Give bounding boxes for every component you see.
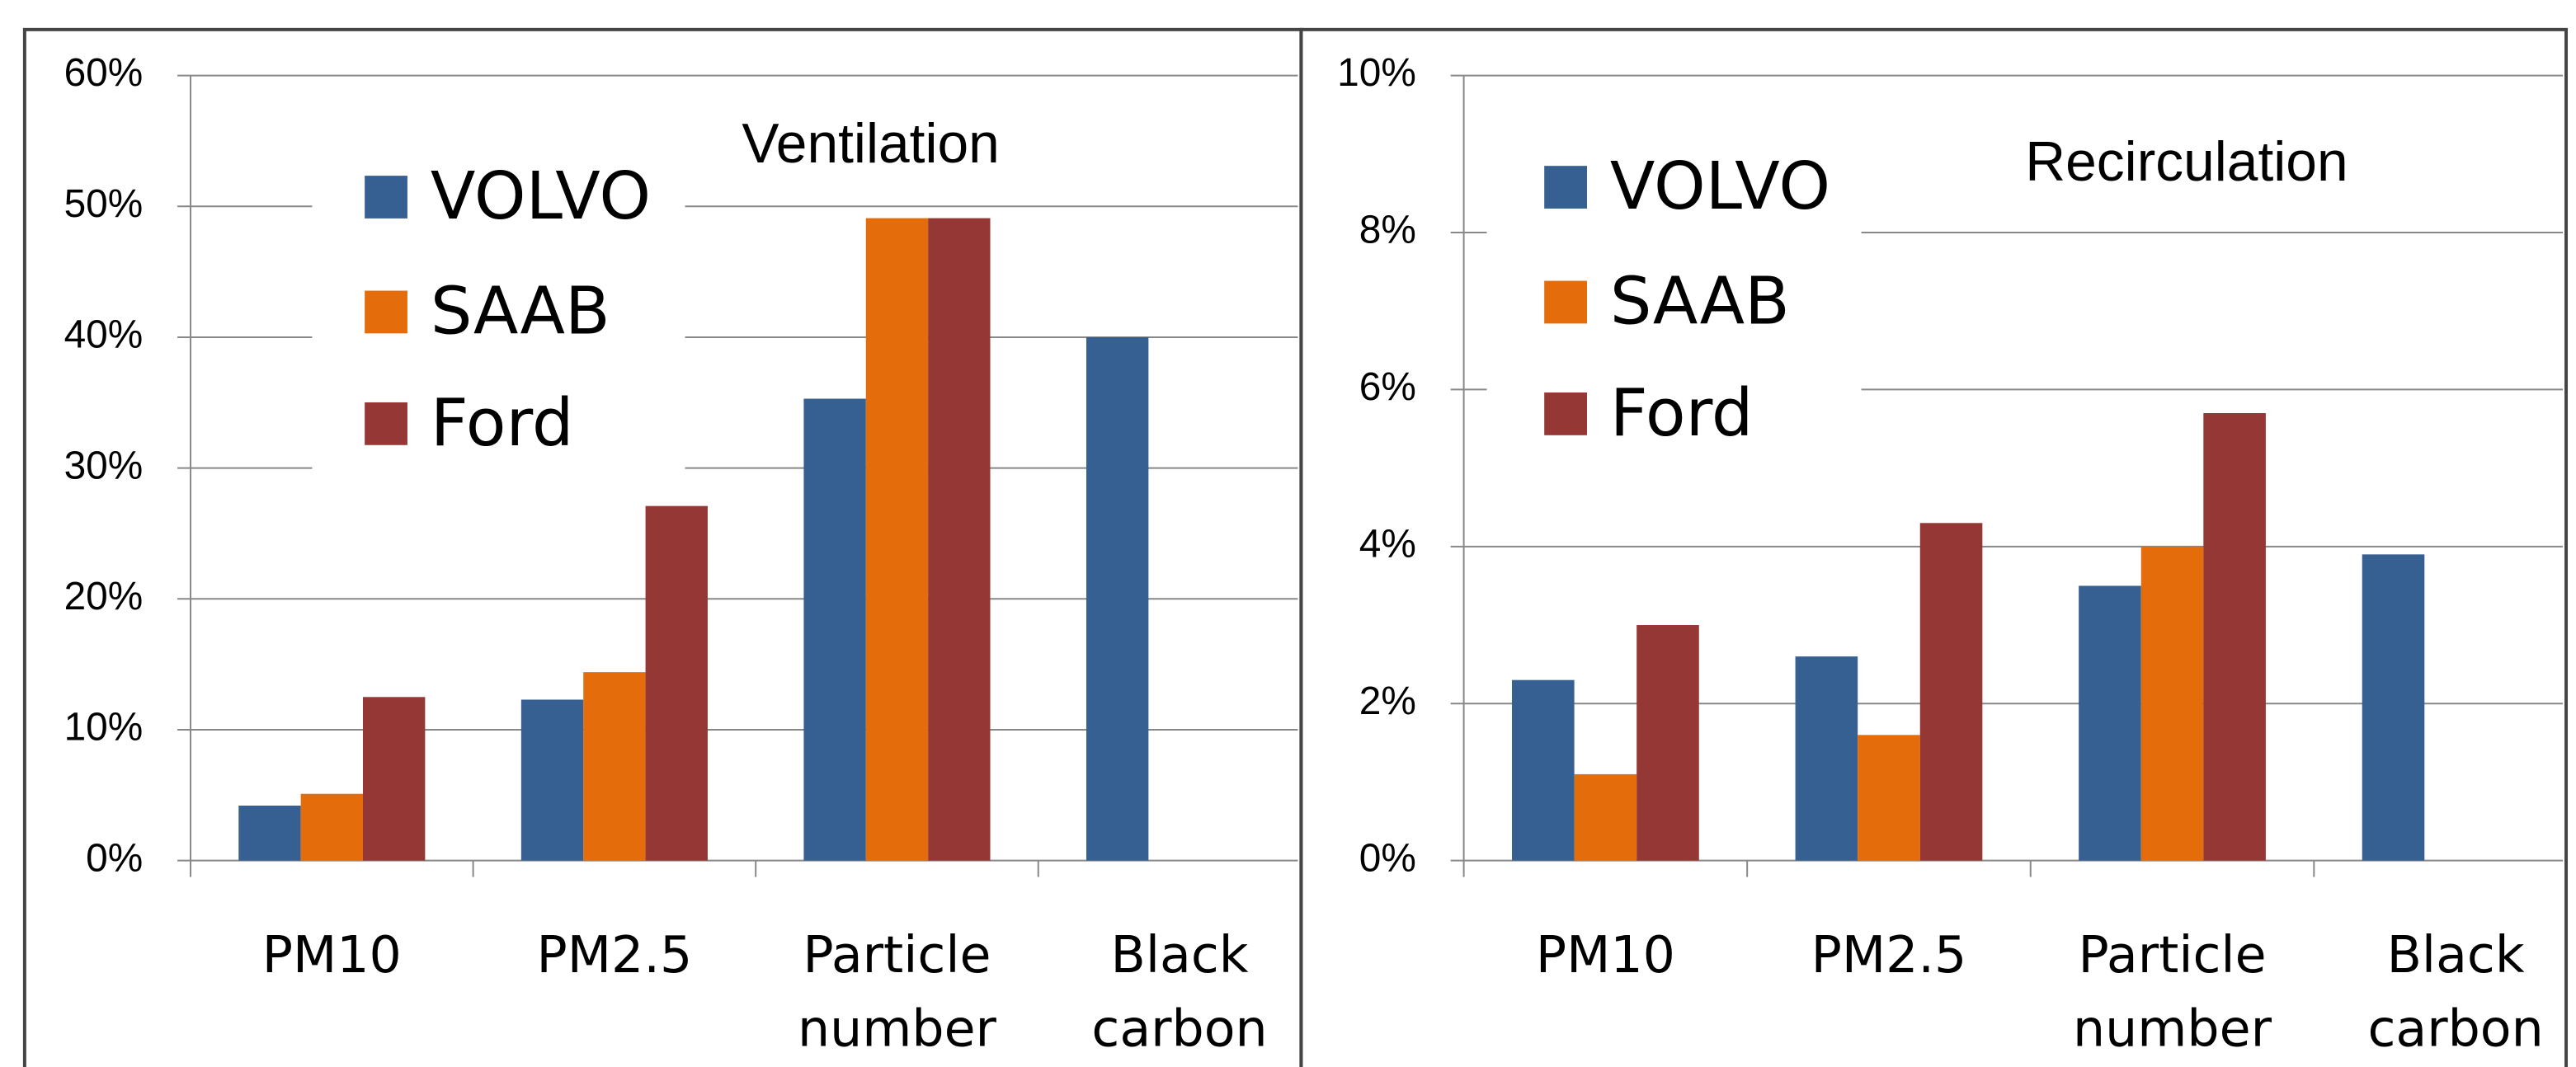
y-tick-label: 40% bbox=[64, 313, 144, 357]
legend-label: SAAB bbox=[1610, 262, 1790, 339]
legend-label: VOLVO bbox=[431, 157, 651, 234]
legend-swatch bbox=[1544, 392, 1587, 435]
bar bbox=[2140, 546, 2204, 861]
bar bbox=[1919, 523, 1983, 861]
bar bbox=[583, 672, 646, 861]
y-tick-label: 10% bbox=[1337, 51, 1416, 95]
y-tick-label: 2% bbox=[1359, 679, 1416, 723]
y-tick-label: 10% bbox=[64, 706, 144, 750]
bar bbox=[1574, 773, 1637, 861]
legend-swatch bbox=[365, 290, 407, 334]
bar bbox=[1795, 656, 1858, 861]
y-tick-label: 8% bbox=[1359, 209, 1416, 252]
bar bbox=[1636, 625, 1699, 861]
y-tick-label: 4% bbox=[1359, 522, 1416, 566]
legend-swatch bbox=[1544, 166, 1587, 209]
y-tick-label: 50% bbox=[64, 182, 144, 226]
bar bbox=[520, 699, 584, 861]
bar bbox=[2203, 412, 2266, 861]
x-tick-label: Particle number bbox=[797, 926, 996, 1060]
x-tick-label: PM10 bbox=[261, 926, 402, 986]
x-tick-label: Black carbon bbox=[2367, 926, 2544, 1060]
x-tick-label: Black carbon bbox=[1091, 926, 1268, 1060]
bar bbox=[300, 793, 364, 861]
x-tick-label: Particle number bbox=[2073, 926, 2272, 1060]
x-tick-label: PM2.5 bbox=[1811, 926, 1967, 986]
bar bbox=[865, 218, 929, 861]
bar bbox=[1512, 679, 1575, 861]
chart-title: Recirculation bbox=[2025, 131, 2348, 193]
y-tick-label: 0% bbox=[1359, 836, 1416, 880]
x-tick-label: PM10 bbox=[1535, 926, 1675, 986]
bar bbox=[238, 806, 301, 861]
x-tick-label: PM2.5 bbox=[536, 926, 693, 986]
bar bbox=[2362, 554, 2425, 861]
legend-label: Ford bbox=[1610, 374, 1754, 451]
bar bbox=[363, 697, 426, 861]
legend-label: Ford bbox=[431, 384, 574, 461]
bar bbox=[928, 218, 991, 861]
bar bbox=[2079, 585, 2141, 861]
y-tick-label: 0% bbox=[86, 836, 143, 880]
legend-label: VOLVO bbox=[1610, 148, 1830, 224]
right-frame bbox=[1299, 27, 2569, 1067]
bar bbox=[645, 505, 708, 861]
bar bbox=[1085, 336, 1149, 861]
y-tick-label: 30% bbox=[64, 444, 144, 487]
bar bbox=[803, 398, 866, 861]
y-tick-label: 20% bbox=[64, 575, 144, 618]
legend-swatch bbox=[365, 402, 407, 445]
bar bbox=[1858, 735, 1920, 861]
legend-swatch bbox=[365, 176, 407, 219]
y-tick-label: 60% bbox=[64, 51, 144, 95]
y-tick-label: 6% bbox=[1359, 365, 1416, 409]
legend-swatch bbox=[1544, 280, 1587, 324]
chart-title: Ventilation bbox=[742, 113, 999, 175]
legend-label: SAAB bbox=[431, 272, 610, 349]
